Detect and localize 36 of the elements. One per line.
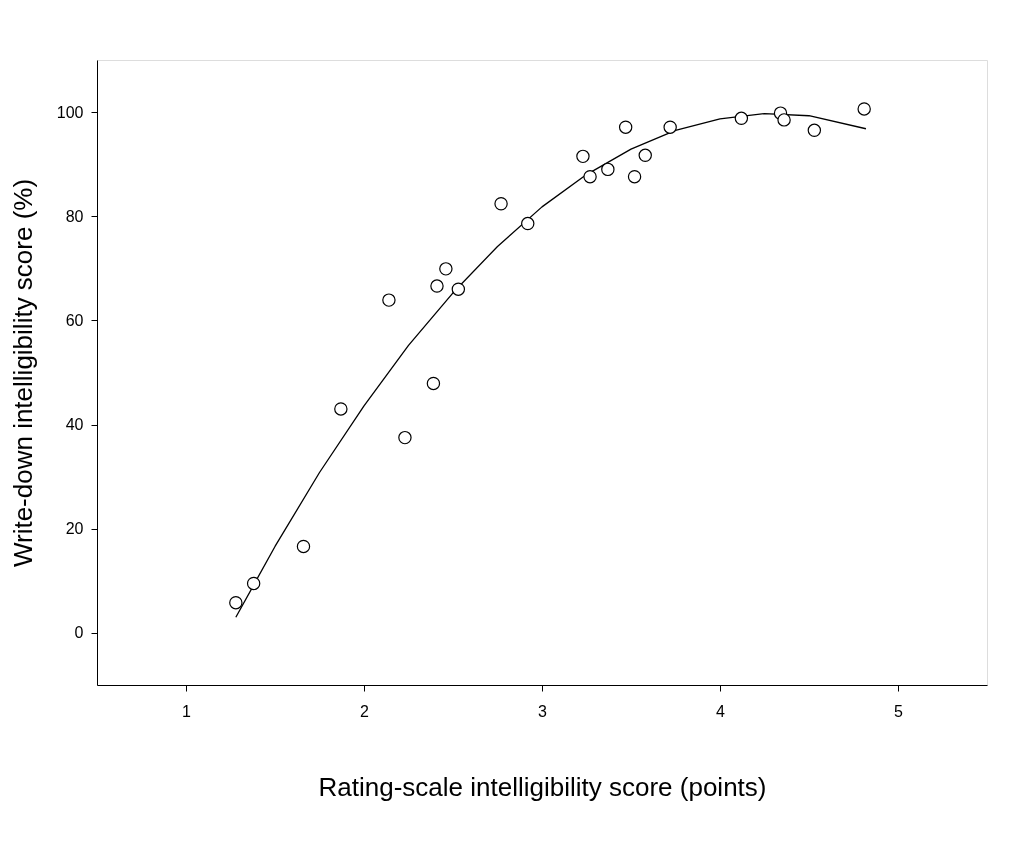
point xyxy=(494,197,508,211)
y-tick-label: 60 xyxy=(65,311,84,329)
point xyxy=(521,216,535,231)
point xyxy=(583,169,597,184)
y-tick-label: 20 xyxy=(65,520,84,538)
y-axis-title: Write-down intelligibility score (%) xyxy=(7,178,38,568)
y-tick-label: 40 xyxy=(65,416,84,434)
point xyxy=(734,111,749,126)
y-tick-label: 100 xyxy=(56,103,84,121)
y-tick-label: 80 xyxy=(65,207,84,225)
point xyxy=(430,279,444,293)
x-tick-label: 2 xyxy=(360,702,370,720)
point xyxy=(807,123,822,138)
y-tick-label: 0 xyxy=(74,624,84,642)
x-axis-title: Rating-scale intelligibility score (points) xyxy=(318,771,767,802)
point xyxy=(382,293,396,307)
point xyxy=(601,162,615,177)
x-tick-label: 1 xyxy=(182,702,192,720)
point xyxy=(229,596,243,610)
x-tick-label: 5 xyxy=(894,702,904,720)
point xyxy=(618,120,633,134)
point xyxy=(777,113,791,127)
point xyxy=(627,169,642,184)
x-tick-label: 3 xyxy=(538,702,548,720)
point xyxy=(398,430,412,445)
point xyxy=(857,102,871,116)
point xyxy=(451,282,466,296)
point xyxy=(439,262,453,276)
point xyxy=(334,402,348,416)
point xyxy=(638,148,652,163)
point xyxy=(426,376,441,391)
point xyxy=(663,120,677,134)
point xyxy=(246,576,261,591)
x-tick-label: 4 xyxy=(716,702,726,720)
point xyxy=(576,149,590,164)
point xyxy=(296,539,311,554)
